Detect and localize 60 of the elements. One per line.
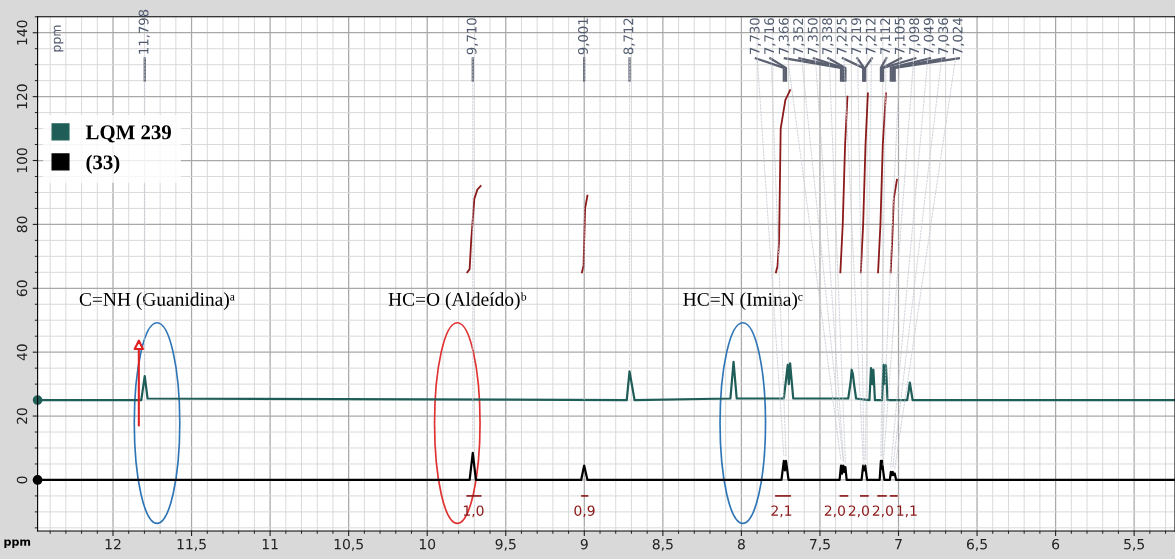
line-series: [889, 178, 898, 274]
annotation: 2,1: [771, 505, 792, 518]
annotation: 7,225: [836, 18, 848, 55]
y-tick-label: 20: [16, 408, 28, 424]
annotation: 7,098: [909, 18, 921, 55]
annotation: 1,1: [897, 505, 917, 518]
annotation: ppm: [53, 25, 64, 52]
x-tick-label: 5,5: [1124, 539, 1144, 551]
x-tick-label: 12: [105, 538, 121, 550]
annotation: 7,049: [923, 18, 935, 55]
x-tick-label: 10,5: [334, 538, 363, 551]
x-tick-label: 9: [580, 538, 588, 550]
x-tick-label: 8,5: [652, 538, 673, 551]
annotation: 7,024: [952, 18, 964, 55]
x-axis-title: ppm: [4, 539, 31, 548]
y-tick-label: 120: [16, 84, 28, 109]
annotation: 0,9: [574, 505, 595, 518]
annotation: 11,798: [138, 9, 150, 54]
annotation: HC=O (Aldeído)ᵇ: [388, 292, 527, 310]
annotation: 7,112: [880, 18, 892, 55]
x-tick-label: 8: [737, 538, 745, 550]
x-tick-label: 9,5: [495, 538, 516, 551]
annotation: 8,712: [623, 18, 635, 55]
legend-label: (33): [86, 154, 120, 174]
annotation: 2,0: [824, 505, 845, 518]
annotation: 7,338: [822, 18, 834, 55]
x-tick-label: 10: [419, 538, 436, 550]
annotation: 7,716: [764, 18, 776, 55]
line-series: [775, 89, 792, 274]
legend-label: LQM 239: [85, 125, 171, 143]
x-tick-label: 7,5: [810, 539, 830, 551]
x-tick-label: 11,5: [177, 539, 206, 551]
x-tick-label: 11: [262, 539, 278, 550]
annotation: 7,730: [749, 18, 761, 55]
annotation: 7,366: [778, 18, 790, 55]
annotation: 7,352: [793, 18, 805, 55]
annotation: 7,105: [894, 18, 906, 55]
annotation: C=NH (Guanidina)ᵃ: [79, 292, 235, 310]
y-tick-label: 100: [16, 148, 28, 173]
x-tick-label: 6,5: [966, 538, 987, 551]
annotation: HC=N (Imina)ᶜ: [683, 292, 803, 310]
line-series: [581, 194, 589, 274]
annotation: 7,219: [851, 18, 863, 55]
annotation: 2,0: [848, 505, 869, 518]
annotation: 9,001: [578, 18, 590, 55]
y-tick-label: 40: [16, 344, 28, 361]
y-tick-label: 140: [16, 20, 28, 45]
x-tick-label: 7: [895, 539, 902, 550]
y-tick-label: 60: [16, 280, 28, 297]
y-tick-label: 80: [16, 216, 28, 233]
annotation: 9,710: [466, 18, 478, 55]
y-tick-label: 0: [16, 476, 28, 484]
line-series: [877, 92, 887, 274]
line-series: [466, 185, 482, 274]
annotation: 7,350: [807, 18, 819, 55]
annotation: 7,212: [865, 18, 877, 55]
annotation: 2,0: [872, 505, 893, 518]
annotation: 7,036: [938, 18, 950, 55]
x-tick-label: 6: [1052, 538, 1060, 550]
line-series: [839, 95, 849, 274]
